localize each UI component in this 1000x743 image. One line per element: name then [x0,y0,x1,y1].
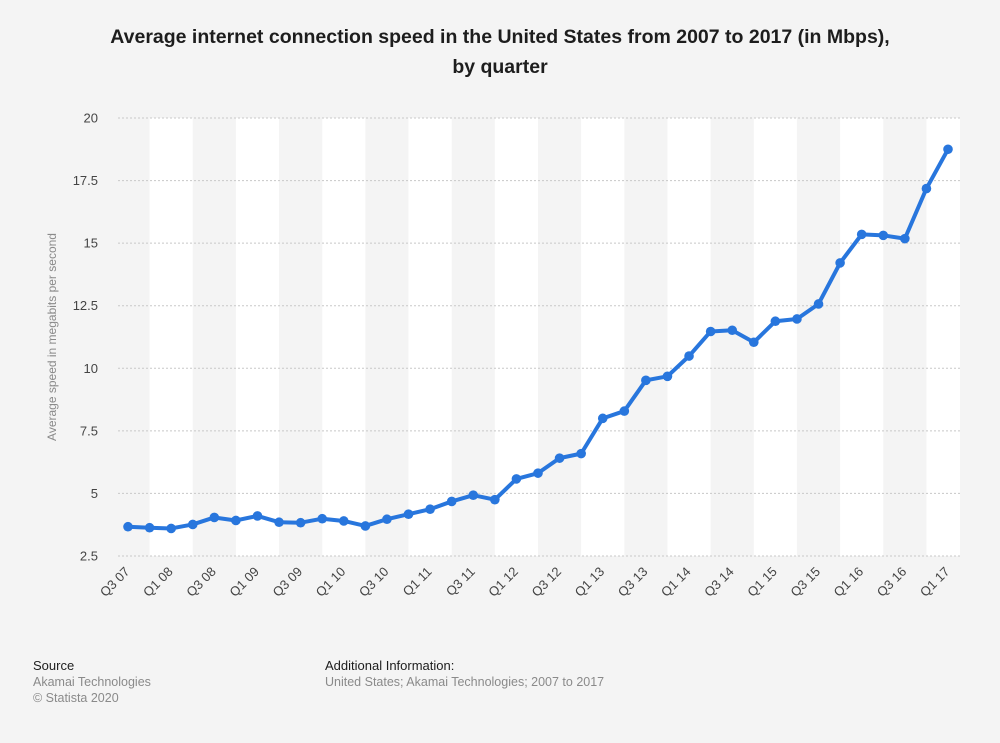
data-point [274,517,284,528]
source-line-1: Akamai Technologies [33,675,151,689]
data-point [684,351,694,361]
y-tick-label: 2.5 [80,549,98,564]
data-point [641,375,651,386]
data-point [705,326,716,337]
source-block: Source Akamai Technologies © Statista 20… [33,658,151,706]
x-tick-label: Q3 09 [270,564,306,600]
data-point [792,314,802,324]
y-axis-label: Average speed in megabits per second [45,233,59,441]
x-tick-label: Q3 08 [183,564,219,600]
data-point [878,230,889,241]
y-tick-label: 15 [84,236,98,251]
data-point [317,513,328,524]
data-point [446,496,457,507]
data-point [856,229,867,240]
data-point [597,413,608,424]
x-tick-label: Q1 08 [140,564,176,600]
y-tick-label: 20 [84,111,98,126]
x-tick-label: Q1 16 [831,564,867,600]
x-tick-label: Q3 10 [356,564,392,600]
data-point [123,521,133,532]
y-tick-label: 12.5 [73,298,98,313]
x-tick-label: Q1 13 [572,564,608,600]
y-tick-label: 17.5 [73,173,98,188]
data-point [662,371,673,382]
data-point [166,523,176,534]
data-point [813,299,824,309]
data-point [576,448,586,459]
data-point [144,522,155,533]
x-tick-label: Q3 16 [874,564,910,600]
data-point [231,515,241,526]
x-tick-label: Q1 09 [226,564,262,600]
source-line-2: © Statista 2020 [33,691,119,705]
data-point [187,519,198,530]
background-band [926,118,960,556]
additional-info-heading: Additional Information: [325,658,455,673]
background-band [408,118,452,556]
line-chart: 2.5 5 7.5 10 12.5 15 17.5 20 Average speed in me… [45,111,960,600]
x-tick-label: Q3 12 [528,564,564,600]
additional-info-block: Additional Information: United States; A… [325,658,604,690]
chart-title-line-1: Average internet connection speed in the… [110,26,890,48]
data-point [533,468,543,478]
additional-info-text: United States; Akamai Technologies; 2007… [325,675,605,689]
background-band [840,118,884,556]
data-point [403,509,414,520]
background-band [494,118,538,556]
x-tick-label: Q1 12 [485,564,521,600]
data-point [748,337,759,348]
x-tick-label: Q1 17 [917,564,953,600]
data-point [770,316,781,327]
data-point [554,453,565,463]
x-tick-label: Q1 11 [400,564,435,599]
x-tick-label: Q1 14 [658,564,694,600]
background-band [235,118,280,556]
data-point [619,406,630,416]
x-tick-label: Q3 14 [701,564,737,600]
background-band [581,118,625,556]
data-point [338,516,349,526]
data-point [727,325,738,336]
data-point [511,474,522,484]
data-point [382,514,392,525]
x-tick-label: Q3 11 [443,564,478,599]
data-point [835,258,845,268]
x-tick-label: Q1 10 [313,564,349,600]
data-point [425,504,435,514]
data-point [252,511,263,521]
chart-title-line-2: by quarter [452,56,548,78]
background-band [322,118,366,556]
x-tick-label: Q3 15 [787,564,823,600]
data-point [490,494,500,505]
data-point [921,183,932,194]
data-point [295,517,306,528]
data-point [943,144,953,155]
background-band [149,118,193,556]
data-point [360,521,371,531]
y-tick-label: 7.5 [80,423,98,438]
x-tick-label: Q3 13 [615,564,651,600]
data-point [900,233,910,244]
data-point [468,490,479,500]
data-point [209,512,220,523]
x-tick-label: Q1 15 [744,564,780,600]
x-tick-label: Q3 07 [97,564,133,600]
chart-title: Average internet connection speed in the… [40,22,960,82]
y-tick-label: 10 [84,361,98,376]
y-tick-label: 5 [91,486,98,501]
source-heading: Source [33,658,75,673]
